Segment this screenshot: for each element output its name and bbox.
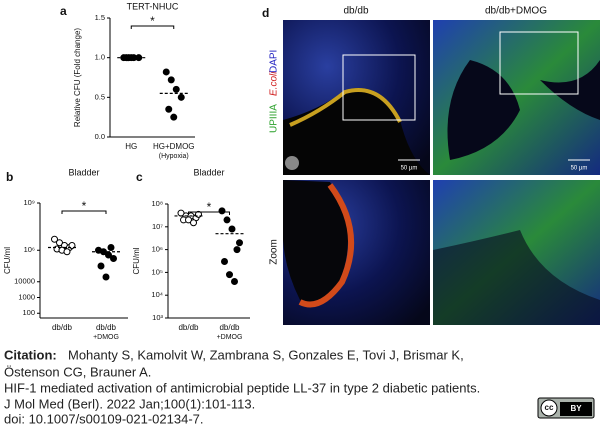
- inset-box: [342, 54, 416, 121]
- data-point: [167, 76, 175, 84]
- significance-bracket: [61, 210, 107, 214]
- data-point: [236, 239, 243, 247]
- column-header: db/db: [343, 6, 368, 17]
- lumen: [540, 60, 600, 120]
- citation-lead: Citation:: [4, 347, 57, 362]
- bacteria-edge: [298, 183, 355, 308]
- data-point: [165, 105, 173, 113]
- data-point: [233, 246, 241, 254]
- license-badge: cc BY: [537, 397, 595, 419]
- panel-letter: b: [6, 170, 13, 184]
- y-tick-label: 1.5: [95, 13, 105, 22]
- stain-red: E.coli: [269, 71, 280, 96]
- citation-line: HIF-1 mediated activation of antimicrobi…: [4, 380, 480, 395]
- data-point: [172, 85, 180, 93]
- bacteria-edge: [289, 88, 402, 127]
- y-tick-label: 10³: [152, 313, 163, 322]
- badge-circle: [540, 399, 558, 417]
- micrograph-panel: 50 µm 50 µm d db/db db/db+DMOG UPIIIA E.…: [262, 6, 600, 325]
- significance-label: *: [150, 14, 155, 28]
- lumen: [447, 60, 520, 160]
- y-tick-label: 10⁸: [151, 199, 163, 208]
- lumen: [433, 230, 600, 325]
- x-tick-label: db/db: [52, 323, 73, 332]
- y-tick-label: 0.0: [95, 132, 105, 141]
- stain-blue: DAPI: [269, 50, 280, 73]
- data-point: [190, 219, 197, 227]
- significance-bracket: [130, 25, 175, 29]
- data-point: [63, 248, 71, 256]
- y-tick-label: 10⁶: [24, 245, 35, 254]
- y-axis-label: CFU/ml: [132, 247, 141, 274]
- icon: [285, 156, 299, 170]
- citation-line: J Mol Med (Berl). 2022 Jan;100(1):101-11…: [4, 396, 255, 411]
- citation-line: Östenson CG, Brauner A.: [4, 364, 151, 379]
- y-tick-label: 10000: [14, 277, 35, 286]
- chart-title: Bladder: [193, 167, 224, 177]
- panel-letter: c: [136, 170, 143, 184]
- scale-label: 50 µm: [401, 166, 418, 172]
- column-header: db/db+DMOG: [485, 6, 547, 17]
- x-tick-label: db/db: [96, 323, 117, 332]
- y-tick-label: 10⁹: [23, 198, 35, 207]
- significance-label: *: [207, 200, 212, 214]
- data-point: [226, 271, 233, 279]
- citation-line: doi: 10.1007/s00109-021-02134-7.: [4, 411, 204, 426]
- y-tick-label: 10⁴: [151, 290, 163, 299]
- data-point: [110, 254, 117, 262]
- x-tick-label: HG+DMOG: [153, 142, 195, 151]
- y-axis-label: Relative CFU (Fold change): [73, 28, 82, 127]
- data-point: [228, 225, 236, 233]
- data-point: [218, 207, 226, 215]
- data-point: [51, 235, 58, 243]
- y-tick-label: 10⁶: [152, 245, 163, 254]
- row-label: Zoom: [269, 239, 280, 265]
- data-point: [162, 68, 170, 76]
- x-tick-label: db/db: [178, 323, 199, 332]
- x-tick-label: (Hypoxia): [159, 153, 189, 160]
- y-tick-label: 10⁷: [152, 222, 163, 231]
- data-point: [177, 93, 185, 101]
- data-point: [231, 277, 238, 285]
- scale-label: 50 µm: [571, 166, 588, 172]
- y-tick-label: 1000: [18, 292, 35, 301]
- x-tick-label: HG: [125, 142, 137, 151]
- badge-cc: cc: [545, 403, 554, 412]
- y-tick-label: 100: [22, 308, 35, 317]
- panel-letter: d: [262, 6, 269, 20]
- chart-title: Bladder: [68, 167, 99, 177]
- badge-by: BY: [570, 404, 582, 413]
- data-point: [97, 262, 105, 270]
- chart-title: TERT-NHUC: [127, 1, 179, 11]
- y-axis-label: CFU/ml: [3, 247, 12, 274]
- y-tick-label: 0.5: [95, 92, 105, 101]
- data-point: [107, 243, 115, 251]
- x-tick-label: +DMOG: [93, 334, 119, 341]
- stain-label: UPIIIA E.coli DAPI: [269, 50, 280, 133]
- citation-line: Mohanty S, Kamolvit W, Zambrana S, Gonza…: [68, 347, 464, 362]
- lumen: [283, 180, 348, 303]
- stain-green: UPIIIA: [269, 104, 280, 133]
- data-point: [170, 113, 178, 121]
- y-tick-label: 10⁵: [152, 267, 163, 276]
- badge-by-bg: [560, 402, 592, 416]
- x-tick-label: +DMOG: [217, 334, 243, 341]
- data-point: [102, 273, 110, 281]
- x-tick-label: db/db: [219, 323, 240, 332]
- significance-bracket: [188, 211, 230, 215]
- data-point: [221, 258, 228, 266]
- panel-letter: a: [60, 4, 67, 18]
- inset-box: [499, 31, 579, 95]
- significance-label: *: [82, 199, 87, 213]
- data-point: [223, 216, 231, 224]
- y-tick-label: 1.0: [95, 53, 105, 62]
